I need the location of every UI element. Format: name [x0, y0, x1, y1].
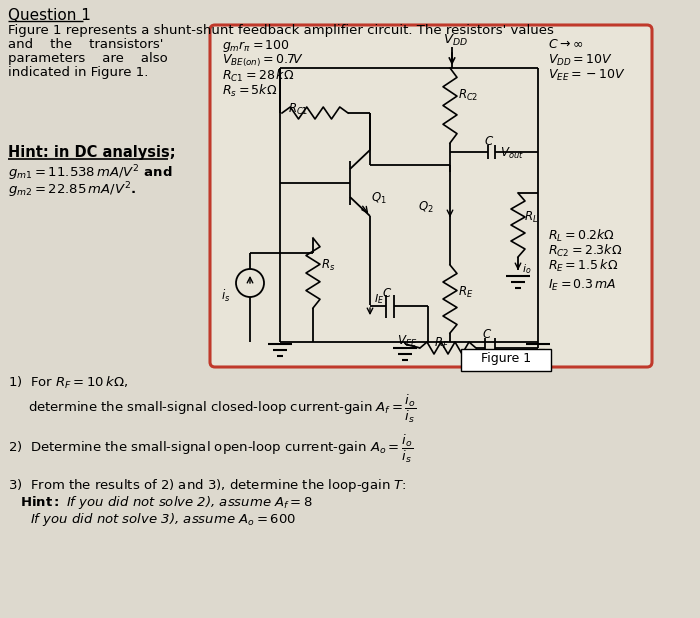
Text: $R_{C2}$: $R_{C2}$	[458, 88, 478, 103]
Text: $i_o$: $i_o$	[522, 262, 531, 276]
Text: parameters    are    also: parameters are also	[8, 52, 168, 65]
Text: Hint: in DC analysis;: Hint: in DC analysis;	[8, 145, 176, 160]
Text: $R_E$: $R_E$	[458, 285, 473, 300]
Text: $R_s$: $R_s$	[321, 258, 335, 273]
Text: $V_{out}$: $V_{out}$	[500, 146, 524, 161]
Text: determine the small-signal closed-loop current-gain $A_f=\dfrac{i_o}{i_s}$: determine the small-signal closed-loop c…	[28, 393, 416, 425]
Text: $Q_1$: $Q_1$	[371, 191, 386, 206]
Text: $\bf{Hint:}$ If you did not solve 2), assume $A_f=8$: $\bf{Hint:}$ If you did not solve 2), as…	[20, 494, 313, 511]
Text: 2)  Determine the small-signal open-loop current-gain $A_o=\dfrac{i_o}{i_s}$: 2) Determine the small-signal open-loop …	[8, 433, 413, 465]
Text: $i_s$: $i_s$	[220, 288, 230, 304]
Text: $I_E$: $I_E$	[374, 292, 384, 306]
Text: 1)  For $R_F=10\,k\Omega$,: 1) For $R_F=10\,k\Omega$,	[8, 375, 128, 391]
Text: $C$: $C$	[482, 328, 492, 341]
Text: $I_E=0.3\,mA$: $I_E=0.3\,mA$	[548, 278, 617, 293]
Text: $R_{C1}$: $R_{C1}$	[288, 102, 309, 117]
FancyBboxPatch shape	[210, 25, 652, 367]
Text: $C$: $C$	[484, 135, 494, 148]
Text: $C\rightarrow\infty$: $C\rightarrow\infty$	[548, 38, 583, 51]
Text: $g_{m1}=11.538\,mA/V^2$ and: $g_{m1}=11.538\,mA/V^2$ and	[8, 163, 172, 182]
Text: $R_F$: $R_F$	[434, 336, 449, 351]
Text: indicated in Figure 1.: indicated in Figure 1.	[8, 66, 148, 79]
Text: $R_L$: $R_L$	[524, 210, 538, 225]
Text: $g_{m2}=22.85\,mA/V^2$.: $g_{m2}=22.85\,mA/V^2$.	[8, 180, 136, 200]
Text: 3)  From the results of 2) and 3), determine the loop-gain $T$:: 3) From the results of 2) and 3), determ…	[8, 477, 407, 494]
Text: Figure 1: Figure 1	[481, 352, 531, 365]
Text: $R_{C2}=2.3k\Omega$: $R_{C2}=2.3k\Omega$	[548, 243, 622, 259]
Text: and    the    transistors': and the transistors'	[8, 38, 163, 51]
Text: $R_E=1.5\,k\Omega$: $R_E=1.5\,k\Omega$	[548, 258, 618, 274]
Text: $V_{BE(on)}=0.7V$: $V_{BE(on)}=0.7V$	[222, 53, 304, 69]
Text: $V_{DD}=10V$: $V_{DD}=10V$	[548, 53, 613, 68]
Text: $V_{EE}$: $V_{EE}$	[397, 334, 417, 349]
Text: $R_{C1}=28\,k\Omega$: $R_{C1}=28\,k\Omega$	[222, 68, 295, 84]
Text: $R_L=0.2k\Omega$: $R_L=0.2k\Omega$	[548, 228, 615, 244]
Text: $Q_2$: $Q_2$	[418, 200, 434, 215]
Text: $V_{EE}=-10V$: $V_{EE}=-10V$	[548, 68, 626, 83]
FancyBboxPatch shape	[461, 349, 551, 371]
Text: Figure 1 represents a shunt-shunt feedback amplifier circuit. The resistors' val: Figure 1 represents a shunt-shunt feedba…	[8, 24, 554, 37]
Text: $V_{DD}$: $V_{DD}$	[443, 33, 468, 48]
Text: $C$: $C$	[382, 287, 392, 300]
Text: If you did not solve 3), assume $A_o=600$: If you did not solve 3), assume $A_o=600…	[30, 511, 296, 528]
Text: $R_s=5k\Omega$: $R_s=5k\Omega$	[222, 83, 277, 99]
Text: Question 1: Question 1	[8, 8, 91, 23]
Text: $g_mr_{\pi}=100$: $g_mr_{\pi}=100$	[222, 38, 290, 54]
